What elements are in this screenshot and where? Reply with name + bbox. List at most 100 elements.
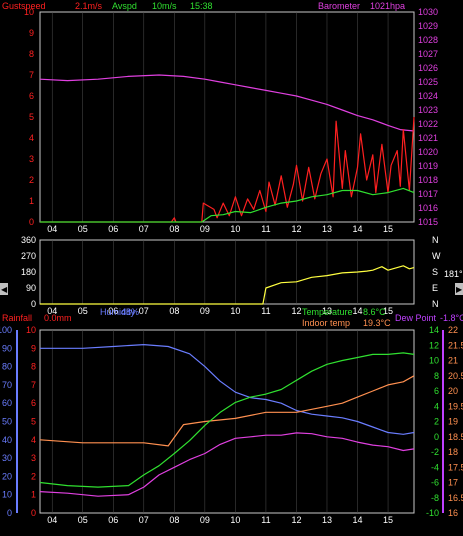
y-tick-gust: 0 — [29, 217, 34, 227]
nav-left-button[interactable]: ◀ — [0, 283, 8, 295]
y-tick-humidity: 90 — [2, 343, 12, 353]
y-tick-gust: 8 — [29, 49, 34, 59]
y-tick-baro: 1029 — [418, 21, 438, 31]
temperature-label: Temperature — [302, 307, 353, 317]
nav-right-button[interactable]: ▶ — [455, 283, 463, 295]
y-tick-rain: 4 — [31, 435, 36, 445]
avg-value: 10m/s — [152, 1, 177, 11]
y-tick-indoor: 18.5 — [448, 432, 463, 442]
x-tick-label: 13 — [322, 515, 332, 525]
y-tick-humidity: 50 — [2, 417, 12, 427]
y-tick-rain: 7 — [31, 380, 36, 390]
nav-right-icon: ▶ — [456, 285, 463, 294]
y-tick-gust: 7 — [29, 70, 34, 80]
x-tick-label: 04 — [47, 515, 57, 525]
gust-value: 2.1m/s — [75, 1, 103, 11]
y-tick-temperature: -4 — [431, 462, 439, 472]
x-tick-label: 08 — [169, 515, 179, 525]
y-tick-gust: 9 — [29, 28, 34, 38]
series-dew-point — [39, 432, 415, 497]
baro-value: 1021hpa — [370, 1, 405, 11]
x-tick-label: 11 — [261, 306, 270, 316]
y-tick-compass: S — [432, 267, 438, 277]
y-tick-rain: 5 — [31, 417, 36, 427]
x-tick-label: 08 — [169, 224, 179, 234]
y-tick-gust: 3 — [29, 154, 34, 164]
y-tick-indoor: 17.5 — [448, 462, 463, 472]
y-tick-rain: 9 — [31, 343, 36, 353]
x-tick-label: 15 — [383, 306, 393, 316]
y-tick-gust: 1 — [29, 196, 34, 206]
y-tick-direction: 180 — [21, 267, 36, 277]
y-tick-baro: 1015 — [418, 217, 438, 227]
y-tick-rain: 0 — [31, 508, 36, 518]
y-tick-compass: N — [432, 299, 439, 309]
x-tick-label: 04 — [47, 224, 57, 234]
y-tick-baro: 1016 — [418, 203, 438, 213]
y-tick-indoor: 18 — [448, 447, 458, 457]
y-tick-compass: W — [432, 251, 441, 261]
humidity-value: 48% — [121, 307, 139, 317]
y-tick-indoor: 20.5 — [448, 371, 463, 381]
y-tick-baro: 1022 — [418, 119, 438, 129]
x-tick-label: 05 — [78, 224, 88, 234]
x-tick-label: 10 — [230, 515, 240, 525]
y-tick-rain: 6 — [31, 398, 36, 408]
y-tick-indoor: 21 — [448, 356, 458, 366]
y-tick-direction: 90 — [26, 283, 36, 293]
series-direction — [40, 265, 415, 305]
y-tick-humidity: 100 — [0, 325, 12, 335]
x-tick-label: 11 — [261, 515, 270, 525]
y-tick-baro: 1018 — [418, 175, 438, 185]
x-tick-label: 05 — [78, 306, 88, 316]
y-tick-humidity: 30 — [2, 453, 12, 463]
y-tick-baro: 1027 — [418, 49, 438, 59]
series-gustspeed — [40, 116, 415, 223]
dew-value: -1.8°C — [440, 313, 463, 323]
temperature-value: 8.6°C — [363, 307, 386, 317]
indoor-label: Indoor temp — [302, 318, 350, 328]
x-tick-label: 09 — [200, 515, 210, 525]
direction-current: 181° — [444, 269, 463, 279]
y-tick-temperature: 8 — [434, 371, 439, 381]
y-tick-compass: N — [432, 235, 439, 245]
x-tick-label: 07 — [139, 515, 149, 525]
y-tick-rain: 2 — [31, 471, 36, 481]
y-tick-baro: 1030 — [418, 7, 438, 17]
x-tick-label: 09 — [200, 306, 210, 316]
y-tick-temperature: 6 — [434, 386, 439, 396]
y-tick-indoor: 20 — [448, 386, 458, 396]
x-tick-label: 06 — [108, 306, 118, 316]
rain-value: 0.0mm — [44, 313, 72, 323]
y-tick-humidity: 20 — [2, 471, 12, 481]
x-tick-label: 13 — [322, 306, 332, 316]
avg-label: Avspd — [112, 1, 137, 11]
x-tick-label: 14 — [353, 306, 363, 316]
y-tick-indoor: 21.5 — [448, 340, 463, 350]
x-tick-label: 05 — [78, 515, 88, 525]
y-tick-direction: 360 — [21, 235, 36, 245]
y-tick-temperature: 12 — [429, 340, 439, 350]
baro-label: Barometer — [318, 1, 360, 11]
y-tick-baro: 1020 — [418, 147, 438, 157]
y-tick-temperature: -6 — [431, 478, 439, 488]
x-tick-label: 06 — [108, 224, 118, 234]
y-tick-gust: 10 — [24, 7, 34, 17]
y-tick-compass: E — [432, 283, 438, 293]
y-tick-indoor: 16 — [448, 508, 458, 518]
x-tick-label: 12 — [291, 515, 301, 525]
gust-label: Gustspeed — [2, 1, 46, 11]
x-tick-label: 12 — [291, 306, 301, 316]
nav-left-icon: ◀ — [1, 285, 8, 294]
y-tick-gust: 4 — [29, 133, 34, 143]
series-avspd — [40, 187, 415, 223]
y-tick-temperature: -10 — [426, 508, 439, 518]
y-tick-temperature: 2 — [434, 417, 439, 427]
y-tick-baro: 1019 — [418, 161, 438, 171]
y-tick-indoor: 19 — [448, 417, 458, 427]
y-tick-humidity: 0 — [7, 508, 12, 518]
x-tick-label: 10 — [230, 306, 240, 316]
x-tick-label: 14 — [353, 515, 363, 525]
y-tick-gust: 5 — [29, 112, 34, 122]
indoor-value: 19.3°C — [363, 318, 391, 328]
